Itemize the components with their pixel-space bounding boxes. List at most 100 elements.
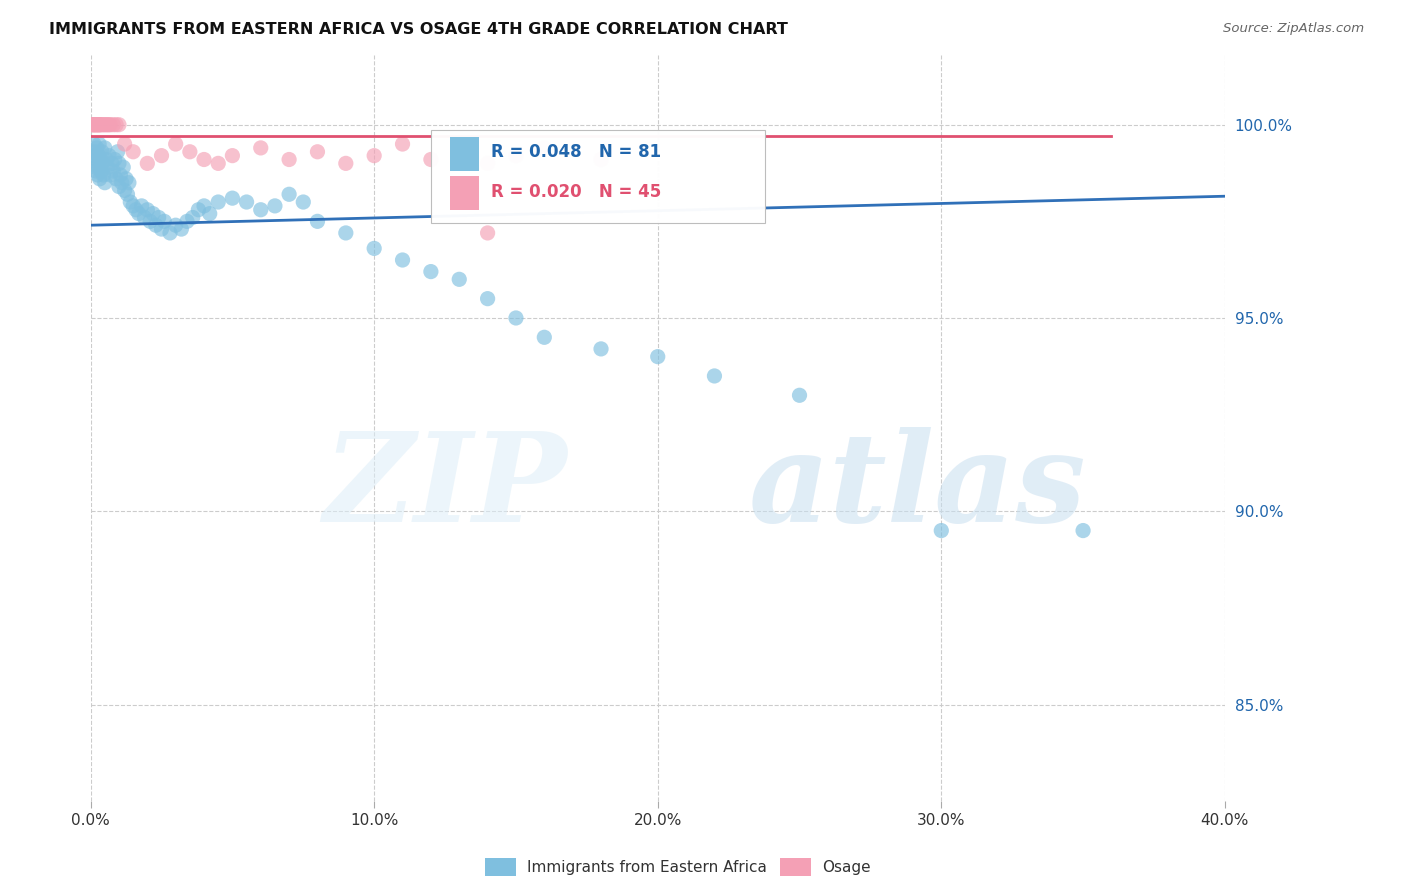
Point	[278, 153, 301, 167]
Point	[477, 292, 499, 306]
Point	[94, 176, 117, 190]
Point	[86, 156, 108, 170]
Point	[117, 187, 139, 202]
Point	[84, 118, 107, 132]
Point	[87, 148, 110, 162]
Point	[98, 148, 121, 162]
Point	[96, 118, 118, 132]
Point	[83, 136, 105, 151]
Point	[307, 145, 329, 159]
Point	[82, 148, 104, 162]
Point	[122, 145, 145, 159]
Point	[97, 160, 120, 174]
Point	[198, 206, 221, 220]
Point	[176, 214, 198, 228]
Point	[100, 168, 122, 182]
Point	[97, 118, 120, 132]
Point	[278, 187, 301, 202]
Point	[789, 388, 811, 402]
Point	[419, 153, 441, 167]
Point	[134, 211, 156, 225]
FancyBboxPatch shape	[450, 176, 478, 210]
Point	[145, 218, 167, 232]
Text: Immigrants from Eastern Africa: Immigrants from Eastern Africa	[527, 860, 768, 874]
Point	[647, 350, 669, 364]
Point	[533, 141, 555, 155]
Point	[104, 153, 127, 167]
Point	[170, 222, 193, 236]
Point	[292, 194, 315, 209]
Point	[91, 156, 114, 170]
Point	[98, 118, 121, 132]
Point	[87, 118, 110, 132]
Point	[449, 145, 471, 159]
Point	[120, 194, 142, 209]
Point	[153, 214, 176, 228]
Point	[91, 118, 114, 132]
FancyBboxPatch shape	[430, 129, 765, 223]
Point	[505, 310, 527, 325]
Point	[159, 226, 181, 240]
Point	[93, 118, 115, 132]
Point	[307, 214, 329, 228]
Point	[87, 160, 110, 174]
Point	[108, 156, 131, 170]
Point	[449, 272, 471, 286]
Point	[589, 153, 612, 167]
Point	[114, 183, 136, 197]
Point	[419, 264, 441, 278]
Text: atlas: atlas	[748, 427, 1085, 549]
Text: R = 0.048   N = 81: R = 0.048 N = 81	[491, 143, 661, 161]
Point	[86, 118, 108, 132]
Point	[87, 118, 110, 132]
Point	[100, 118, 122, 132]
Point	[108, 179, 131, 194]
Point	[103, 164, 125, 178]
Point	[235, 194, 257, 209]
Point	[108, 118, 131, 132]
Point	[221, 148, 243, 162]
Point	[112, 160, 135, 174]
Point	[89, 171, 111, 186]
Text: IMMIGRANTS FROM EASTERN AFRICA VS OSAGE 4TH GRADE CORRELATION CHART: IMMIGRANTS FROM EASTERN AFRICA VS OSAGE …	[49, 22, 789, 37]
Point	[84, 160, 107, 174]
Point	[142, 206, 165, 220]
Point	[115, 171, 138, 186]
Point	[110, 168, 132, 182]
Point	[207, 156, 229, 170]
Text: ZIP: ZIP	[323, 427, 567, 549]
Point	[187, 202, 209, 217]
Point	[136, 202, 159, 217]
Text: Osage: Osage	[823, 860, 872, 874]
Point	[703, 368, 725, 383]
Point	[89, 118, 111, 132]
Point	[148, 211, 170, 225]
Point	[131, 199, 153, 213]
Point	[165, 136, 187, 151]
Point	[83, 118, 105, 132]
Point	[105, 171, 128, 186]
Text: R = 0.020   N = 45: R = 0.020 N = 45	[491, 183, 661, 201]
Point	[264, 199, 287, 213]
Point	[118, 176, 141, 190]
Point	[101, 156, 124, 170]
Point	[139, 214, 162, 228]
Point	[128, 206, 150, 220]
Point	[150, 222, 173, 236]
Point	[391, 136, 413, 151]
Point	[93, 168, 115, 182]
Point	[105, 118, 128, 132]
Point	[181, 211, 204, 225]
Point	[83, 145, 105, 159]
Point	[107, 145, 129, 159]
Point	[929, 524, 952, 538]
Point	[193, 153, 215, 167]
Point	[249, 202, 271, 217]
Point	[193, 199, 215, 213]
Point	[207, 194, 229, 209]
Point	[86, 118, 108, 132]
Point	[221, 191, 243, 205]
Point	[335, 156, 357, 170]
Point	[477, 226, 499, 240]
Point	[103, 118, 125, 132]
